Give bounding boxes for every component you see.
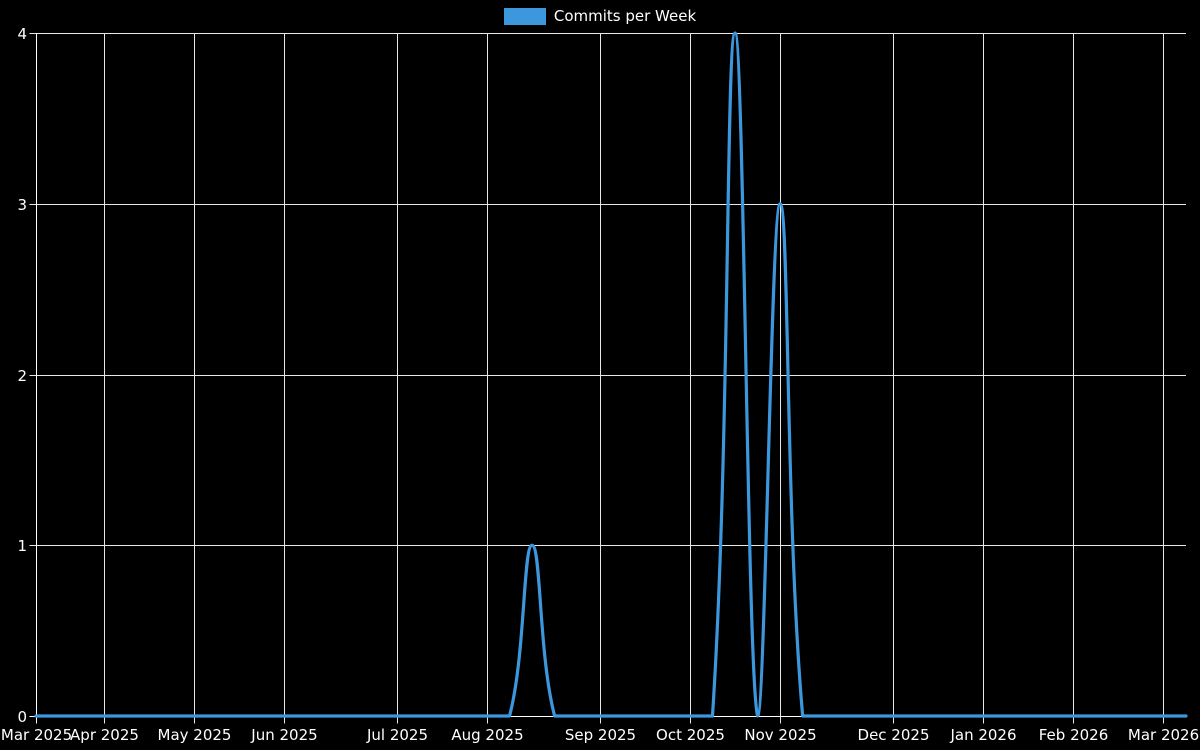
x-tick-label: Jun 2025 (250, 726, 317, 744)
y-tick-label: 1 (17, 537, 27, 555)
x-tick-label: Jan 2026 (949, 726, 1016, 744)
commits-line-series (34, 31, 1188, 718)
y-tick-label: 4 (17, 25, 27, 43)
x-tick-label: Dec 2025 (858, 726, 930, 744)
y-tick-label: 0 (17, 708, 27, 726)
x-tick-label: Aug 2025 (451, 726, 523, 744)
x-tick-label: Nov 2025 (744, 726, 816, 744)
x-tick-label: Feb 2026 (1039, 726, 1109, 744)
y-tick-label: 3 (17, 196, 27, 214)
y-tick-label: 2 (17, 367, 27, 385)
legend-swatch (503, 8, 546, 25)
legend-label: Commits per Week (553, 7, 697, 25)
x-tick-label: Jul 2025 (366, 726, 428, 744)
legend[interactable]: Commits per Week (0, 8, 1200, 25)
x-tick-label: Sep 2025 (565, 726, 636, 744)
x-tick-label: Apr 2025 (70, 726, 139, 744)
x-tick-label: Mar 2025 (1, 726, 72, 744)
x-tick-label: Oct 2025 (656, 726, 725, 744)
x-tick-label: Mar 2026 (1128, 726, 1199, 744)
x-tick-label: May 2025 (158, 726, 232, 744)
